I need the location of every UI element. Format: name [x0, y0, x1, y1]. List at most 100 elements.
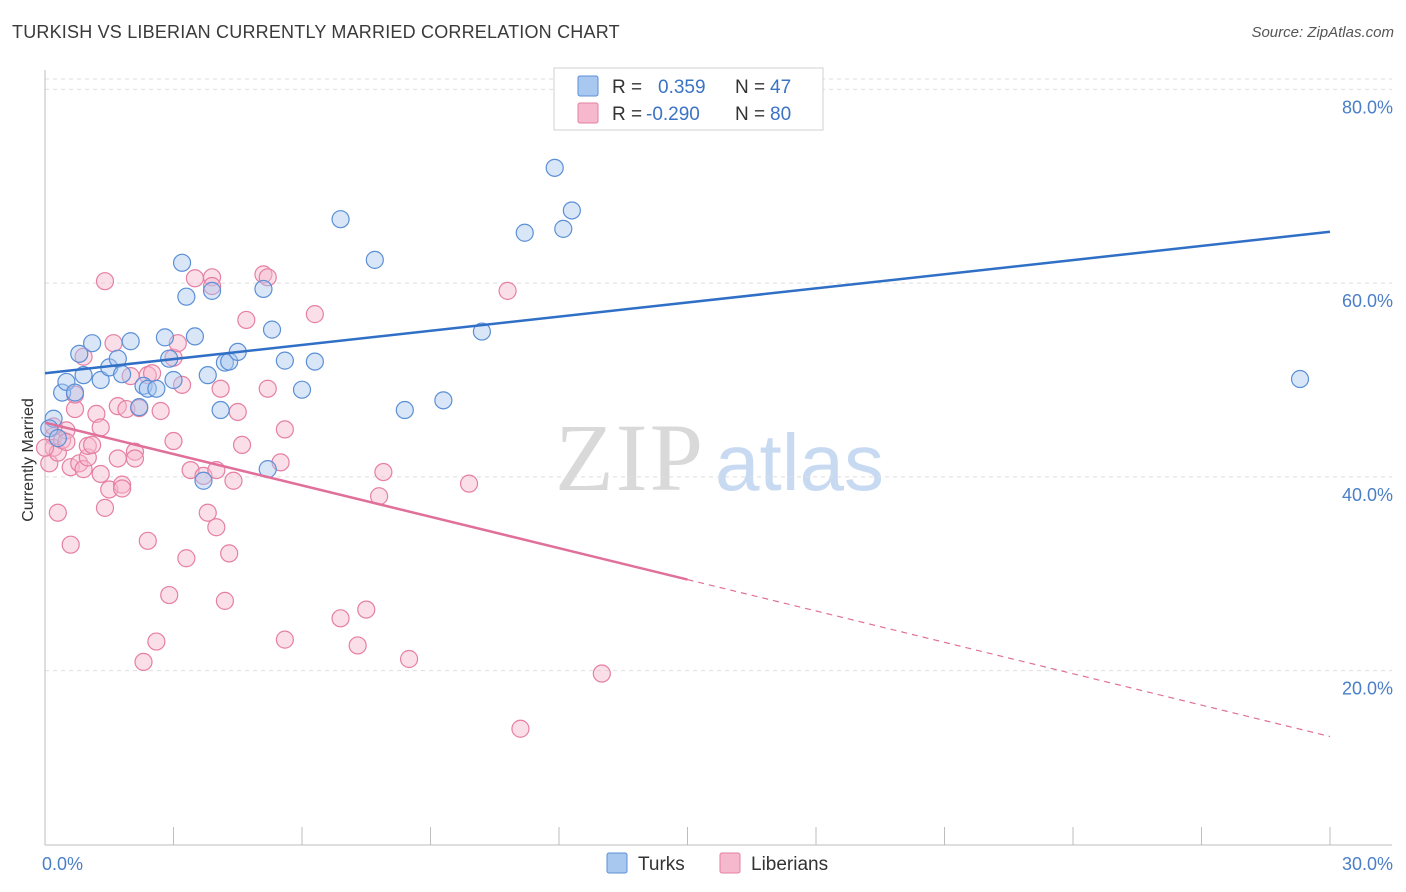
- bottom-legend-turks: Turks: [638, 854, 685, 875]
- trend-lines: [44, 230, 1331, 738]
- liberians-point: [207, 518, 226, 537]
- legend-n-value-turks: 47: [770, 77, 791, 98]
- y-tick-label: 40.0%: [1342, 485, 1393, 505]
- liberians-point: [511, 719, 530, 738]
- liberians-point: [177, 549, 196, 568]
- liberians-point: [258, 268, 277, 287]
- liberians-point: [95, 272, 115, 291]
- watermark-atlas: atlas: [715, 418, 884, 507]
- liberians-point: [305, 305, 324, 324]
- liberians-point: [331, 609, 350, 628]
- turks-point: [292, 380, 312, 399]
- legend-swatch-liberians: [577, 102, 599, 124]
- bottom-legend-liberians: Liberians: [751, 854, 828, 875]
- top-legend: R = 0.359 N = 47 R = -0.290 N = 80: [553, 67, 824, 131]
- liberians-point: [57, 432, 76, 452]
- turks-point: [331, 210, 350, 229]
- turks-point: [91, 370, 110, 390]
- liberians-point: [112, 479, 132, 498]
- chart-source: Source: ZipAtlas.com: [1251, 24, 1394, 41]
- liberians-point: [104, 334, 123, 353]
- turks-point: [48, 429, 67, 448]
- liberians-point: [87, 404, 106, 424]
- liberians-point: [198, 503, 217, 522]
- legend-swatch-turks: [577, 75, 599, 97]
- liberians-point: [108, 449, 127, 468]
- grid-lines: [45, 78, 1392, 672]
- liberians-point: [224, 471, 243, 490]
- liberians-point: [91, 464, 110, 484]
- liberians-point: [399, 649, 419, 669]
- bottom-legend: Turks Liberians: [606, 852, 828, 875]
- liberians-point: [232, 435, 252, 455]
- legend-r-label-turks: R =: [612, 77, 642, 98]
- turks-point: [305, 352, 324, 371]
- turks-point: [194, 471, 213, 490]
- liberians-point: [91, 418, 110, 437]
- turks-trend-line: [44, 230, 1331, 375]
- turks-point: [545, 158, 564, 177]
- y-tick-label: 80.0%: [1342, 97, 1393, 117]
- liberians-point: [228, 402, 247, 422]
- legend-r-value-liberians: -0.290: [646, 104, 700, 125]
- liberians-point: [459, 474, 479, 493]
- turks-point: [198, 366, 217, 385]
- turks-point: [202, 281, 222, 300]
- turks-point: [1290, 369, 1310, 389]
- turks-point: [254, 279, 273, 299]
- turks-point: [130, 398, 149, 417]
- liberians-point: [211, 379, 230, 398]
- turks-point: [53, 383, 72, 402]
- liberians-point: [125, 449, 145, 468]
- y-tick-label: 20.0%: [1342, 679, 1393, 699]
- turks-point: [554, 219, 573, 238]
- turks-point: [434, 391, 453, 410]
- bottom-legend-swatch-liberians: [719, 852, 741, 874]
- x-tick-label-max: 30.0%: [1342, 854, 1393, 874]
- turks-point: [164, 370, 183, 390]
- liberians-points: [35, 265, 611, 738]
- liberians-point: [112, 475, 132, 494]
- turks-point: [147, 379, 166, 398]
- liberians-point: [160, 585, 179, 605]
- turks-point: [472, 322, 491, 341]
- liberians-point: [164, 431, 183, 451]
- liberians-point: [147, 632, 166, 651]
- y-tick-label: 60.0%: [1342, 291, 1393, 311]
- turks-point: [172, 253, 192, 272]
- liberians-point: [125, 442, 145, 461]
- legend-r-value-turks: 0.359: [658, 77, 706, 98]
- x-tick-label-min: 0.0%: [42, 854, 83, 874]
- liberians-point: [215, 591, 234, 610]
- turks-point: [562, 201, 581, 220]
- liberians-point: [202, 276, 222, 296]
- liberians-trend-extension: [687, 578, 1331, 738]
- turks-point: [395, 400, 414, 420]
- bottom-legend-swatch-turks: [606, 852, 628, 874]
- turks-point: [65, 383, 85, 402]
- turks-point: [177, 287, 196, 306]
- liberians-point: [95, 498, 115, 517]
- liberians-point: [151, 401, 170, 421]
- liberians-point: [185, 269, 205, 288]
- y-axis-label: Currently Married: [20, 398, 37, 522]
- turks-point: [121, 332, 140, 351]
- liberians-point: [61, 535, 80, 554]
- legend-n-label-liberians: N =: [735, 104, 765, 125]
- liberians-point: [498, 281, 517, 300]
- liberians-point: [35, 438, 55, 457]
- turks-point: [155, 328, 175, 347]
- liberians-point: [237, 310, 256, 330]
- liberians-trend-line: [44, 421, 688, 581]
- liberians-point: [74, 460, 93, 479]
- axes: [44, 70, 1392, 846]
- tick-labels: 20.0% 40.0% 60.0% 80.0% 0.0% 30.0%: [42, 97, 1393, 874]
- liberians-point: [172, 375, 192, 394]
- liberians-point: [138, 531, 157, 550]
- turks-point: [262, 320, 282, 339]
- liberians-point: [48, 503, 67, 522]
- turks-point: [112, 365, 132, 384]
- liberians-point: [592, 664, 611, 683]
- legend-r-label-liberians: R =: [612, 104, 642, 125]
- liberians-point: [83, 435, 102, 455]
